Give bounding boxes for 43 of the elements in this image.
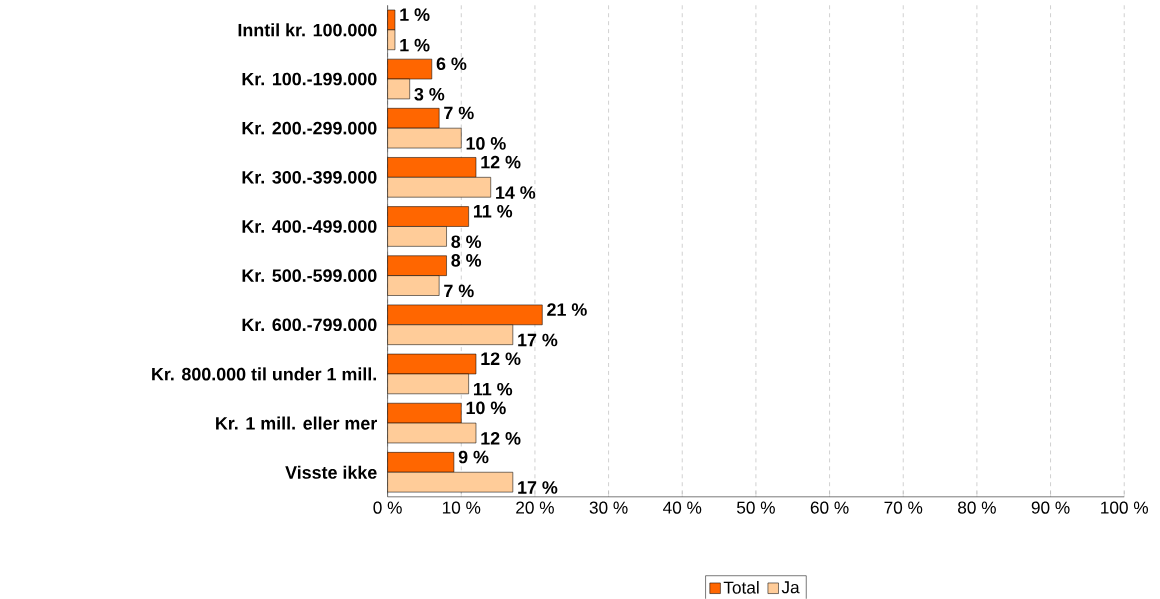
y-tick-label: Kr. 100.-199.000 (242, 72, 377, 86)
data-label: 11 % (473, 382, 513, 396)
y-tick-label: Kr. 200.-299.000 (242, 121, 377, 135)
x-tick-label: 0 % (373, 501, 402, 514)
data-label: 7 % (444, 284, 474, 298)
y-tick-label: Kr. 300.-399.000 (242, 171, 377, 184)
data-label: 11 % (473, 205, 513, 218)
data-label: 10 % (466, 137, 506, 150)
data-label: 17 % (518, 481, 558, 494)
data-label: 21 % (547, 303, 587, 316)
data-label: 8 % (451, 254, 482, 267)
data-label: 12 % (481, 352, 521, 366)
y-tick-label: Inntil kr. 100.000 (238, 23, 377, 37)
data-label: 12 % (481, 155, 521, 169)
x-tick-label: 10 % (442, 501, 481, 514)
data-label: 17 % (518, 333, 558, 347)
data-label: 1 % (400, 38, 430, 52)
data-label: 9 % (458, 450, 489, 464)
data-label: 8 % (451, 235, 482, 249)
y-tick-label: Kr. 800.000 til under 1 mill. (152, 367, 377, 381)
legend-label: Ja (781, 581, 800, 594)
x-tick-label: 60 % (810, 501, 849, 514)
data-label: 6 % (436, 57, 467, 71)
data-label: 10 % (466, 401, 506, 415)
y-tick-label: Visste ikke (285, 465, 377, 479)
y-tick-label: Kr. 600.-799.000 (242, 318, 377, 332)
data-label: 3 % (414, 87, 445, 101)
legend-label: Total (723, 581, 759, 594)
x-tick-label: 100 % (1101, 501, 1149, 514)
x-tick-label: 30 % (589, 501, 628, 514)
x-tick-label: 50 % (736, 501, 775, 514)
x-tick-label: 20 % (516, 501, 554, 514)
x-tick-label: 40 % (663, 501, 702, 514)
data-label: 1 % (400, 8, 430, 22)
y-tick-label: Kr. 1 mill. eller mer (216, 416, 377, 430)
x-tick-label: 70 % (884, 501, 923, 514)
data-label: 14 % (496, 186, 536, 199)
y-tick-label: Kr. 500.-599.000 (242, 269, 377, 283)
data-label: 12 % (481, 432, 521, 445)
x-tick-label: 90 % (1031, 501, 1070, 514)
y-tick-label: Kr. 400.-499.000 (242, 220, 377, 233)
data-label: 7 % (444, 106, 474, 120)
x-tick-label: 80 % (958, 501, 996, 514)
